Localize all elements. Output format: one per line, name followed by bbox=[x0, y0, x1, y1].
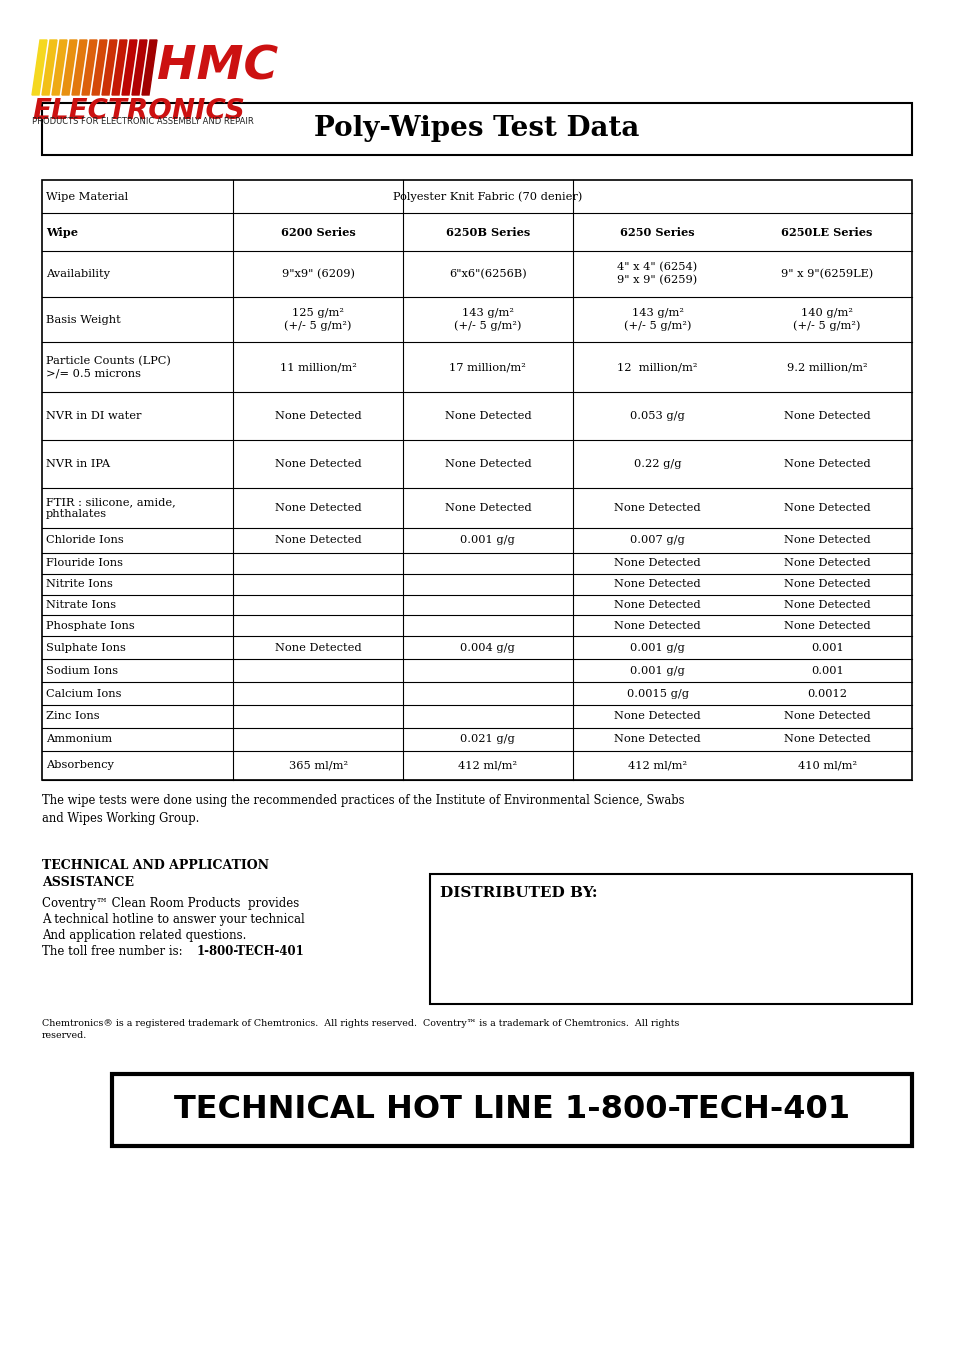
Text: Calcium Ions: Calcium Ions bbox=[46, 688, 121, 698]
Polygon shape bbox=[142, 40, 157, 94]
Text: Basis Weight: Basis Weight bbox=[46, 315, 121, 324]
Text: 143 g/m²
(+/- 5 g/m²): 143 g/m² (+/- 5 g/m²) bbox=[623, 308, 691, 331]
Text: 0.053 g/g: 0.053 g/g bbox=[630, 412, 684, 421]
Text: None Detected: None Detected bbox=[783, 621, 869, 630]
Text: None Detected: None Detected bbox=[783, 599, 869, 610]
Text: 140 g/m²
(+/- 5 g/m²): 140 g/m² (+/- 5 g/m²) bbox=[793, 308, 860, 331]
Text: Availability: Availability bbox=[46, 269, 110, 278]
Text: 0.021 g/g: 0.021 g/g bbox=[460, 734, 515, 744]
Polygon shape bbox=[112, 40, 127, 94]
Text: None Detected: None Detected bbox=[783, 504, 869, 513]
Text: Particle Counts (LPC)
>/= 0.5 microns: Particle Counts (LPC) >/= 0.5 microns bbox=[46, 356, 171, 378]
Text: HMC: HMC bbox=[157, 45, 278, 90]
Text: ELECTRONICS: ELECTRONICS bbox=[32, 97, 245, 126]
Text: Absorbency: Absorbency bbox=[46, 760, 113, 771]
Text: 1-800-TECH-401: 1-800-TECH-401 bbox=[196, 945, 304, 958]
Text: Wipe: Wipe bbox=[46, 227, 78, 238]
Polygon shape bbox=[132, 40, 147, 94]
Text: Ammonium: Ammonium bbox=[46, 734, 112, 744]
Text: 0.22 g/g: 0.22 g/g bbox=[633, 459, 680, 470]
Text: TECHNICAL AND APPLICATION
ASSISTANCE: TECHNICAL AND APPLICATION ASSISTANCE bbox=[42, 859, 269, 890]
Polygon shape bbox=[91, 40, 107, 94]
Polygon shape bbox=[52, 40, 67, 94]
Text: None Detected: None Detected bbox=[444, 504, 531, 513]
Bar bbox=[430, 873, 911, 1004]
Text: And application related questions.: And application related questions. bbox=[42, 929, 246, 942]
Text: None Detected: None Detected bbox=[783, 579, 869, 589]
Text: 9" x 9"(6259LE): 9" x 9"(6259LE) bbox=[781, 269, 872, 279]
Text: None Detected: None Detected bbox=[783, 536, 869, 545]
Text: 0.004 g/g: 0.004 g/g bbox=[460, 643, 515, 652]
Text: 412 ml/m²: 412 ml/m² bbox=[457, 760, 517, 771]
Text: 17 million/m²: 17 million/m² bbox=[449, 363, 526, 373]
Polygon shape bbox=[82, 40, 97, 94]
Text: 9"x9" (6209): 9"x9" (6209) bbox=[281, 269, 355, 279]
Text: None Detected: None Detected bbox=[614, 711, 700, 721]
Text: None Detected: None Detected bbox=[614, 621, 700, 630]
Text: Wipe Material: Wipe Material bbox=[46, 192, 128, 201]
Text: The wipe tests were done using the recommended practices of the Institute of Env: The wipe tests were done using the recom… bbox=[42, 794, 684, 825]
Text: Poly-Wipes Test Data: Poly-Wipes Test Data bbox=[314, 116, 639, 143]
Text: None Detected: None Detected bbox=[614, 579, 700, 589]
Text: 6200 Series: 6200 Series bbox=[280, 227, 355, 238]
Text: 410 ml/m²: 410 ml/m² bbox=[797, 760, 856, 771]
Text: 0.0012: 0.0012 bbox=[806, 688, 846, 698]
Text: None Detected: None Detected bbox=[444, 459, 531, 470]
Polygon shape bbox=[42, 40, 57, 94]
Text: 6250B Series: 6250B Series bbox=[445, 227, 530, 238]
Text: None Detected: None Detected bbox=[614, 734, 700, 744]
Text: NVR in IPA: NVR in IPA bbox=[46, 459, 110, 470]
Text: 0.001 g/g: 0.001 g/g bbox=[460, 536, 515, 545]
Text: Flouride Ions: Flouride Ions bbox=[46, 559, 123, 568]
Polygon shape bbox=[122, 40, 137, 94]
Text: 412 ml/m²: 412 ml/m² bbox=[627, 760, 686, 771]
Text: None Detected: None Detected bbox=[783, 734, 869, 744]
Text: 6"x6"(6256B): 6"x6"(6256B) bbox=[449, 269, 526, 279]
Polygon shape bbox=[71, 40, 87, 94]
Text: PRODUCTS FOR ELECTRONIC ASSEMBLY AND REPAIR: PRODUCTS FOR ELECTRONIC ASSEMBLY AND REP… bbox=[32, 117, 253, 126]
Text: 0.001 g/g: 0.001 g/g bbox=[630, 643, 684, 652]
Text: None Detected: None Detected bbox=[614, 599, 700, 610]
Text: None Detected: None Detected bbox=[274, 459, 361, 470]
Bar bbox=[112, 1075, 911, 1146]
Text: 6250LE Series: 6250LE Series bbox=[781, 227, 872, 238]
Text: 9.2 million/m²: 9.2 million/m² bbox=[786, 363, 866, 373]
Text: 0.001 g/g: 0.001 g/g bbox=[630, 666, 684, 675]
Text: 365 ml/m²: 365 ml/m² bbox=[289, 760, 348, 771]
Text: The toll free number is:: The toll free number is: bbox=[42, 945, 186, 958]
Text: FTIR : silicone, amide,
phthalates: FTIR : silicone, amide, phthalates bbox=[46, 497, 175, 520]
Text: Nitrate Ions: Nitrate Ions bbox=[46, 599, 116, 610]
Bar bbox=[42, 103, 911, 155]
Text: Nitrite Ions: Nitrite Ions bbox=[46, 579, 112, 589]
Text: TECHNICAL HOT LINE 1-800-TECH-401: TECHNICAL HOT LINE 1-800-TECH-401 bbox=[173, 1095, 849, 1126]
Polygon shape bbox=[62, 40, 77, 94]
Text: DISTRIBUTED BY:: DISTRIBUTED BY: bbox=[439, 886, 597, 900]
Text: None Detected: None Detected bbox=[444, 412, 531, 421]
Text: None Detected: None Detected bbox=[274, 643, 361, 652]
Text: 0.007 g/g: 0.007 g/g bbox=[630, 536, 684, 545]
Text: 11 million/m²: 11 million/m² bbox=[279, 363, 356, 373]
Text: 143 g/m²
(+/- 5 g/m²): 143 g/m² (+/- 5 g/m²) bbox=[454, 308, 521, 331]
Text: 12  million/m²: 12 million/m² bbox=[617, 363, 697, 373]
Text: None Detected: None Detected bbox=[274, 412, 361, 421]
Text: Sulphate Ions: Sulphate Ions bbox=[46, 643, 126, 652]
Polygon shape bbox=[102, 40, 117, 94]
Text: Chemtronics® is a registered trademark of Chemtronics.  All rights reserved.  Co: Chemtronics® is a registered trademark o… bbox=[42, 1019, 679, 1040]
Polygon shape bbox=[32, 40, 47, 94]
Text: None Detected: None Detected bbox=[783, 412, 869, 421]
Text: NVR in DI water: NVR in DI water bbox=[46, 412, 141, 421]
Bar bbox=[42, 180, 911, 780]
Text: None Detected: None Detected bbox=[783, 711, 869, 721]
Text: Phosphate Ions: Phosphate Ions bbox=[46, 621, 134, 630]
Text: 0.001: 0.001 bbox=[810, 666, 842, 675]
Text: 0.001: 0.001 bbox=[810, 643, 842, 652]
Text: None Detected: None Detected bbox=[274, 536, 361, 545]
Text: None Detected: None Detected bbox=[783, 559, 869, 568]
Text: Sodium Ions: Sodium Ions bbox=[46, 666, 118, 675]
Text: 4" x 4" (6254)
9" x 9" (6259): 4" x 4" (6254) 9" x 9" (6259) bbox=[617, 262, 697, 285]
Text: None Detected: None Detected bbox=[274, 504, 361, 513]
Text: 6250 Series: 6250 Series bbox=[619, 227, 694, 238]
Text: Coventry™ Clean Room Products  provides: Coventry™ Clean Room Products provides bbox=[42, 896, 299, 910]
Text: None Detected: None Detected bbox=[783, 459, 869, 470]
Text: Chloride Ions: Chloride Ions bbox=[46, 536, 124, 545]
